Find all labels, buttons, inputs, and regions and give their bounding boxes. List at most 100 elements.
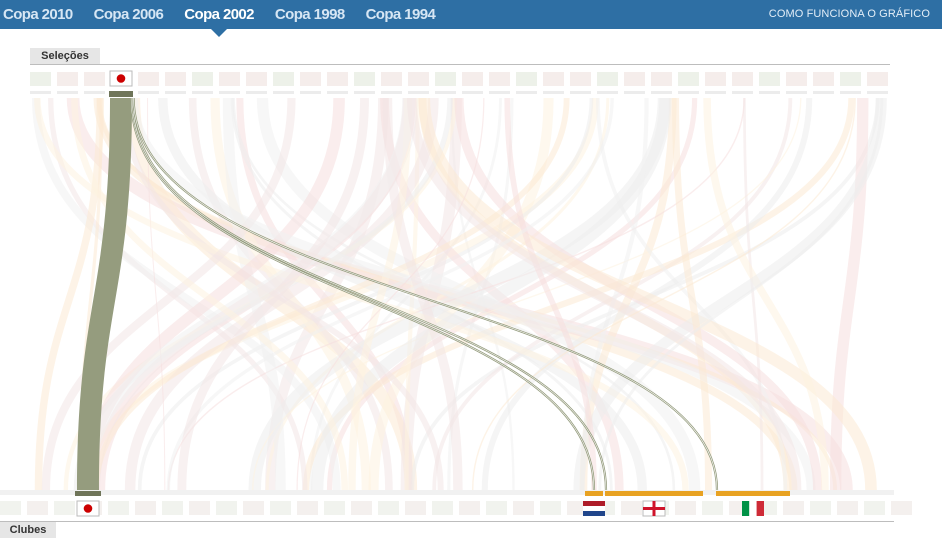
team-flag-slot xyxy=(381,72,402,86)
team-flag-slot xyxy=(705,72,726,86)
team-bar-slot xyxy=(165,91,186,94)
team-bar-slot xyxy=(516,91,537,94)
flow-highlight-edge xyxy=(132,97,607,491)
team-flag-slot xyxy=(30,72,51,86)
background-flow xyxy=(703,97,829,491)
background-flow xyxy=(147,97,166,491)
team-bar-slot xyxy=(84,91,105,94)
team-flag-slot xyxy=(327,72,348,86)
national-teams-label: Seleções xyxy=(30,48,100,65)
club-flag-slot xyxy=(297,501,318,515)
team-bar-slot xyxy=(651,91,672,94)
top-navigation-bar: Copa 2010 Copa 2006 Copa 2002 Copa 1998 … xyxy=(0,0,942,37)
background-flow xyxy=(348,97,412,491)
club-flag-slot xyxy=(216,501,237,515)
team-flag-slot xyxy=(246,72,267,86)
japan-club-flag-disc xyxy=(83,504,93,513)
team-bar-slot xyxy=(354,91,375,94)
flow-highlight-edge xyxy=(133,97,718,491)
clubs-axis xyxy=(0,521,894,522)
team-bar-slot xyxy=(327,91,348,94)
netherlands-flag-white xyxy=(583,506,605,511)
club-flag-slot xyxy=(243,501,264,515)
team-bar-slot xyxy=(489,91,510,94)
how-it-works-link[interactable]: COMO FUNCIONA O GRÁFICO xyxy=(768,8,930,20)
team-flag-slot xyxy=(408,72,429,86)
tab-copa-2006[interactable]: Copa 2006 xyxy=(93,6,164,23)
background-flow xyxy=(32,97,341,491)
team-flag-slot xyxy=(138,72,159,86)
club-flag-slot xyxy=(27,501,48,515)
netherlands-club-bar xyxy=(585,491,603,496)
team-flag-slot xyxy=(732,72,753,86)
italy-flag-red xyxy=(756,501,764,516)
club-bar-background xyxy=(0,490,894,495)
team-flag-slot xyxy=(516,72,537,86)
italy-club-bar xyxy=(716,491,790,496)
background-flow xyxy=(598,97,884,491)
club-flag-slot xyxy=(891,501,912,515)
flow-highlight-edge xyxy=(130,97,595,491)
club-flag-slot xyxy=(405,501,426,515)
team-flag-slot xyxy=(435,72,456,86)
team-bar-slot xyxy=(624,91,645,94)
team-flag-slot xyxy=(273,72,294,86)
team-flag-slot xyxy=(813,72,834,86)
tab-copa-2002[interactable]: Copa 2002 xyxy=(184,0,255,37)
italy-flag-green xyxy=(742,501,750,516)
national-teams-axis xyxy=(30,64,890,65)
club-flag-slot xyxy=(486,501,507,515)
team-flag-slot xyxy=(840,72,861,86)
tab-copa-1998[interactable]: Copa 1998 xyxy=(274,6,345,23)
club-flag-slot xyxy=(432,501,453,515)
team-flag-slot xyxy=(678,72,699,86)
background-flow xyxy=(80,97,415,491)
background-flow xyxy=(252,97,802,491)
team-bar-slot xyxy=(57,91,78,94)
team-bar-slot xyxy=(570,91,591,94)
team-bar-slot xyxy=(813,91,834,94)
background-flow xyxy=(48,97,308,491)
club-flag-slot xyxy=(621,501,642,515)
club-flag-slot xyxy=(675,501,696,515)
team-flag-slot xyxy=(300,72,321,86)
japan-team-flag-disc xyxy=(116,74,126,83)
team-flag-slot xyxy=(192,72,213,86)
team-bar-slot xyxy=(678,91,699,94)
background-flow xyxy=(41,97,296,491)
team-flag-slot xyxy=(354,72,375,86)
team-bar-slot xyxy=(462,91,483,94)
tab-copa-2010[interactable]: Copa 2010 xyxy=(3,6,73,23)
team-bar-slot xyxy=(408,91,429,94)
team-bar-slot xyxy=(543,91,564,94)
team-flag-slot xyxy=(84,72,105,86)
club-flag-slot xyxy=(378,501,399,515)
england-flag-cross-h xyxy=(643,507,665,510)
club-flag-slot xyxy=(459,501,480,515)
tab-copa-1994[interactable]: Copa 1994 xyxy=(365,6,436,23)
background-flow xyxy=(177,97,369,491)
background-flow xyxy=(407,97,802,491)
team-bar-slot xyxy=(840,91,861,94)
background-flow xyxy=(311,97,672,491)
team-flag-slot xyxy=(543,72,564,86)
team-flag-slot xyxy=(867,72,888,86)
team-bar-slot xyxy=(381,91,402,94)
team-flag-slot xyxy=(759,72,780,86)
team-bar-slot xyxy=(786,91,807,94)
team-bar-slot xyxy=(705,91,726,94)
team-bar-slot xyxy=(300,91,321,94)
clubs-label: Clubes xyxy=(0,522,56,538)
world-cup-tabs: Copa 2010 Copa 2006 Copa 2002 Copa 1998 … xyxy=(0,0,456,37)
team-flag-slot xyxy=(624,72,645,86)
team-bar-slot xyxy=(30,91,51,94)
italy-flag-white xyxy=(749,501,757,516)
team-flag-slot xyxy=(489,72,510,86)
team-bar-slot xyxy=(597,91,618,94)
team-bar-slot xyxy=(219,91,240,94)
team-bar-slot xyxy=(246,91,267,94)
england-club-bar xyxy=(605,491,703,496)
japan-team-bar xyxy=(109,91,133,97)
netherlands-flag-blue xyxy=(583,511,605,516)
